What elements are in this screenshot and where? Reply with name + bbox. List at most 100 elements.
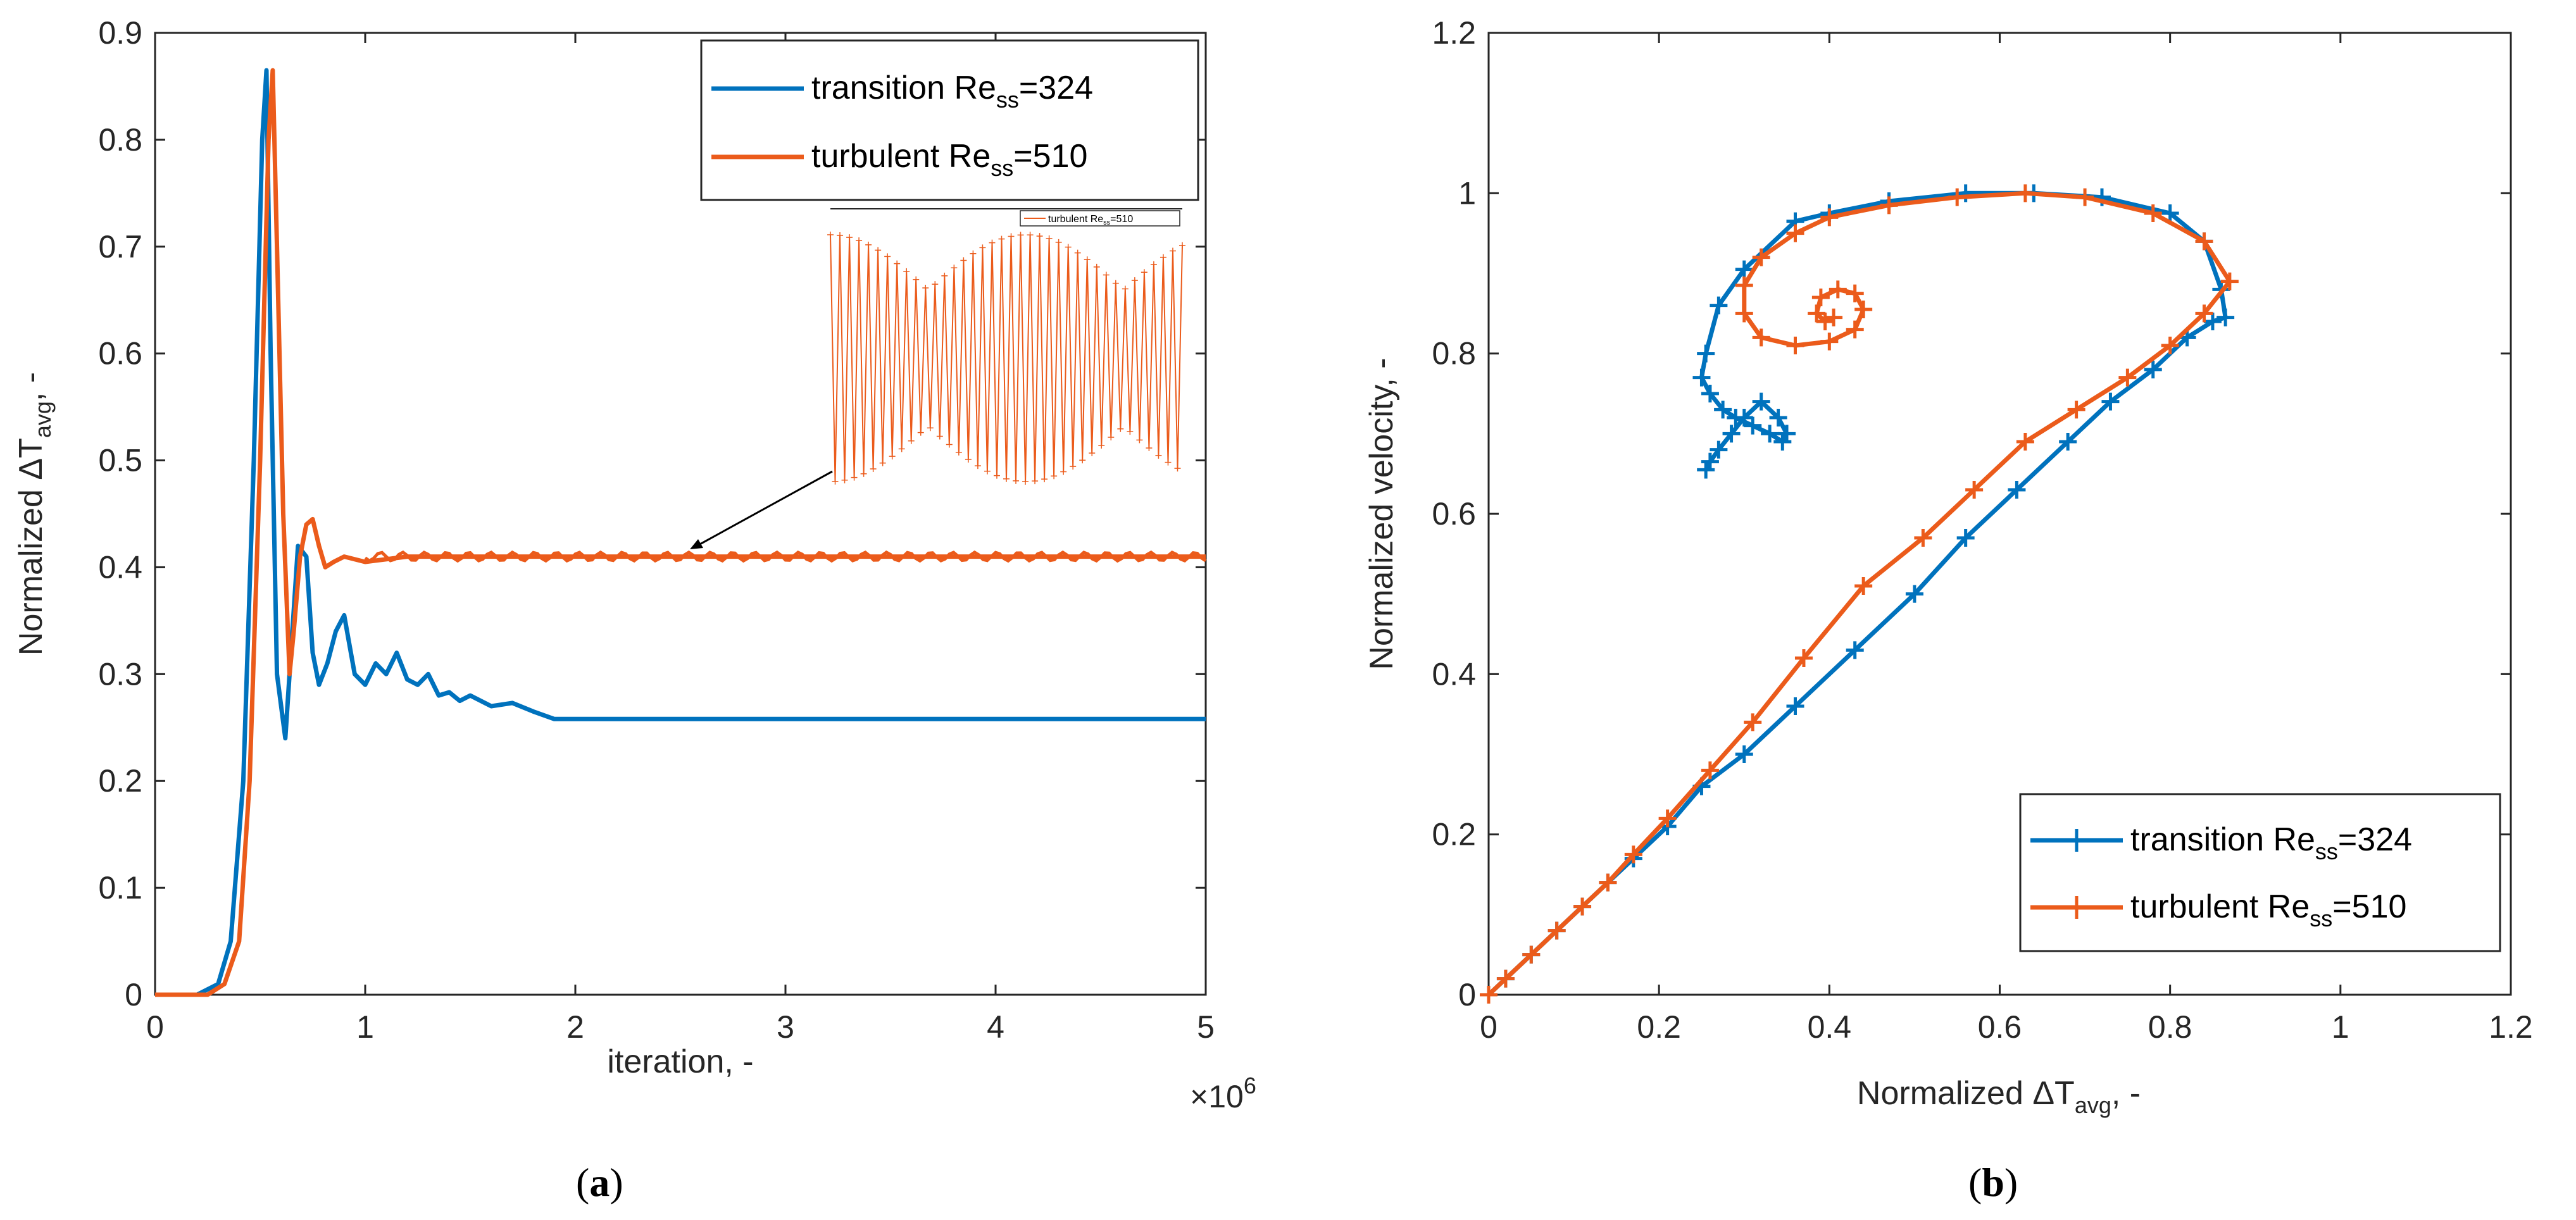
- inset-wave-marker: [1060, 468, 1067, 475]
- inset-wave-marker: [1117, 425, 1124, 432]
- inset-wave-marker: [984, 468, 991, 475]
- x-exponent-a: ×106: [1190, 1073, 1256, 1114]
- data-point-transition-b: [1905, 585, 1923, 603]
- panel-label-b: (b): [1968, 1160, 2018, 1205]
- panel-label-a: (a): [576, 1160, 623, 1205]
- data-point-turbulent-b: [1658, 809, 1677, 828]
- y-tick-label-b: 0.4: [1432, 656, 1476, 692]
- inset-wave-marker: [1036, 233, 1043, 240]
- inset-wave-marker: [1013, 477, 1020, 484]
- x-tick-label-a: 3: [777, 1009, 794, 1045]
- legend-a: transition Ress=324 turbulent Ress=510: [700, 39, 1199, 201]
- y-tick-label-a: 0.4: [98, 549, 142, 585]
- x-tick-label-a: 2: [566, 1009, 584, 1045]
- data-point-turbulent-b: [2016, 184, 2034, 202]
- legend-b-box: [2019, 793, 2501, 952]
- inset-legend: turbulent Ress=510: [1020, 210, 1180, 227]
- inset-wave-marker: [837, 232, 844, 239]
- data-point-turbulent-b: [2118, 368, 2137, 387]
- inset-wave-marker: [1017, 232, 1024, 239]
- data-point-transition-b: [1769, 409, 1787, 426]
- inset-wave-marker: [1051, 473, 1058, 480]
- data-point-transition-b: [1752, 392, 1770, 411]
- inset-wave-marker: [851, 474, 858, 481]
- data-point-transition-b: [2216, 308, 2235, 327]
- inset-wave-marker: [832, 478, 839, 485]
- data-point-transition-b: [1735, 409, 1753, 426]
- data-point-transition-b: [1701, 452, 1719, 471]
- inset-wave-marker: [1022, 478, 1029, 485]
- y-tick-label-a: 0.2: [98, 763, 142, 799]
- data-point-turbulent-b: [1547, 921, 1566, 940]
- inset-wave-marker: [894, 260, 901, 267]
- inset-wave-marker: [827, 232, 834, 238]
- inset-wave-marker: [1165, 459, 1172, 466]
- inset-wave-marker: [989, 239, 996, 246]
- data-point-transition-b: [1786, 697, 1804, 715]
- data-point-turbulent-b: [1816, 313, 1834, 330]
- inset-wave-marker: [965, 456, 972, 463]
- inset-wave-marker: [1065, 244, 1072, 251]
- inset-wave-marker: [1074, 249, 1081, 256]
- inset-wave-marker: [1008, 233, 1015, 240]
- inset-wave-marker: [1041, 476, 1048, 483]
- data-point-turbulent-b: [1496, 969, 1515, 988]
- legend-a-transition-label: transition Ress=324: [811, 70, 1093, 113]
- inset-wave-marker: [1027, 232, 1034, 239]
- data-point-turbulent-b: [2161, 337, 2179, 354]
- inset-wave-marker: [1127, 428, 1134, 435]
- inset-wave-marker: [1079, 457, 1086, 464]
- data-point-turbulent-b: [2220, 272, 2239, 290]
- data-point-transition-b: [2059, 433, 2077, 451]
- arrow-shaft: [692, 470, 833, 549]
- inset-wave-marker: [1160, 254, 1166, 261]
- data-point-turbulent-b: [1573, 897, 1592, 916]
- data-point-transition-b: [1710, 440, 1728, 459]
- inset-wave-marker: [846, 234, 853, 241]
- y-tick-label-b: 1: [1458, 175, 1476, 211]
- x-tick-label-b: 0.8: [2148, 1009, 2192, 1045]
- inset-wave-marker: [1174, 465, 1181, 472]
- y-tick-label-a: 0: [125, 977, 142, 1012]
- legend-a-turbulent-label: turbulent Ress=510: [811, 138, 1087, 181]
- inset-legend-box: [1020, 210, 1180, 227]
- inset-wave-marker: [1103, 271, 1110, 278]
- data-point-turbulent-b: [1522, 945, 1541, 964]
- arrow-head: [690, 539, 703, 549]
- data-point-transition-b: [1714, 401, 1732, 419]
- inset-wave-marker: [1032, 478, 1039, 485]
- y-tick-label-b: 0: [1458, 977, 1476, 1012]
- y-tick-label-b: 1.2: [1432, 15, 1476, 51]
- data-point-turbulent-b: [1480, 986, 1497, 1004]
- x-tick-label-b: 1.2: [2489, 1009, 2533, 1045]
- inset-wave-marker: [1089, 450, 1096, 457]
- y-tick-label-a: 0.1: [98, 870, 142, 906]
- data-point-transition-b: [2203, 313, 2222, 330]
- inset-wave-marker: [1093, 263, 1100, 270]
- annotation-arrow: [690, 470, 833, 549]
- data-point-transition-b: [2161, 204, 2179, 222]
- data-point-transition-b: [1692, 368, 1711, 387]
- y-tick-label-a: 0.7: [98, 229, 142, 265]
- data-point-turbulent-b: [1854, 577, 1873, 595]
- x-tick-label-a: 1: [356, 1009, 374, 1045]
- data-point-turbulent-b: [1820, 332, 1839, 351]
- data-point-turbulent-b: [1965, 481, 1984, 499]
- data-point-turbulent-b: [1735, 304, 1753, 323]
- data-point-transition-b: [1778, 425, 1796, 443]
- data-point-turbulent-b: [1820, 208, 1839, 227]
- data-point-transition-b: [1846, 641, 1864, 659]
- x-tick-label-a: 4: [987, 1009, 1004, 1045]
- inset-wave-marker: [979, 244, 986, 251]
- data-point-transition-b: [1761, 425, 1779, 443]
- inset-wave-marker: [922, 285, 929, 292]
- inset-wave-marker: [993, 472, 1000, 479]
- data-point-transition-b: [1735, 745, 1753, 763]
- data-point-turbulent-b: [1786, 337, 1804, 354]
- legend-b-turbulent-label: turbulent Ress=510: [2130, 888, 2406, 931]
- data-point-turbulent-b: [1735, 277, 1753, 294]
- data-point-turbulent-b: [1624, 845, 1642, 864]
- data-point-turbulent-b: [2076, 188, 2094, 206]
- data-point-turbulent-b: [1701, 761, 1719, 780]
- data-point-turbulent-b: [1846, 284, 1864, 302]
